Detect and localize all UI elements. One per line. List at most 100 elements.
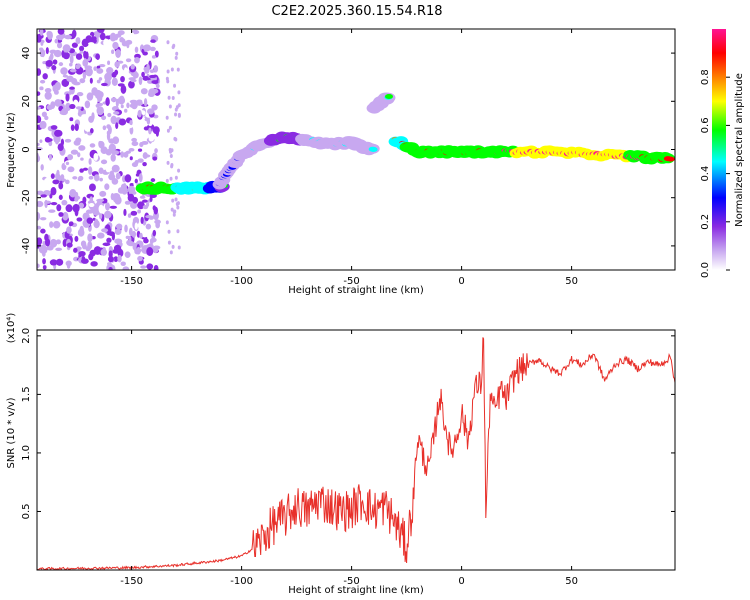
spectrogram-noise-cell — [115, 172, 121, 180]
spectrogram-noise-cell — [82, 59, 89, 67]
spectrogram-noise-cell — [149, 74, 157, 79]
spectrogram-noise-cell — [165, 220, 169, 225]
spectrogram-noise-cell — [120, 104, 124, 109]
spectrogram-noise-cell — [174, 112, 178, 117]
spectrogram-noise-cell — [99, 32, 106, 41]
spectrogram-noise-cell — [52, 59, 58, 65]
spectrogram-noise-cell — [89, 128, 94, 134]
spectrogram-noise-cell — [168, 147, 172, 152]
spectrogram-noise-cell — [125, 235, 130, 240]
spectrogram-xlabel: Height of straight line (km) — [288, 285, 424, 296]
spectrogram-noise-cell — [54, 38, 59, 44]
spectrogram-noise-cell — [124, 108, 128, 113]
spectrogram-noise-cell — [108, 266, 113, 270]
spectrogram-noise-cell — [62, 44, 71, 53]
spectrogram-noise-cell — [169, 250, 173, 255]
spectrogram-noise-cell — [44, 88, 52, 93]
spectrogram-noise-cell — [106, 132, 111, 141]
spectrogram-noise-cell — [130, 210, 138, 216]
spectrogram-noise-cell — [80, 258, 89, 264]
spectrogram-noise-cell — [166, 40, 170, 45]
spectrogram-noise-cell — [39, 120, 47, 130]
spectrogram-noise-cell — [48, 154, 52, 161]
spectrogram-noise-cell — [142, 199, 148, 203]
spectrogram-noise-cell — [40, 194, 47, 198]
spectrogram-noise-cell — [123, 208, 127, 217]
colorbar-label: Normalized spectral amplitude — [734, 73, 745, 227]
spectrogram-noise-cell — [141, 229, 148, 238]
spectrogram-noise-cell — [120, 151, 125, 158]
colorbar-tick-label: 0.4 — [700, 166, 711, 182]
spectrogram-noise-cell — [141, 48, 145, 54]
spectrogram-noise-cell — [170, 207, 174, 212]
spectrogram-noise-cell — [115, 49, 121, 58]
spectrogram-noise-cell — [166, 160, 170, 165]
spectrogram-noise-cell — [95, 53, 100, 61]
spectrogram-noise-cell — [84, 100, 91, 109]
spectrogram-noise-cell — [69, 103, 76, 110]
spectrogram-noise-cell — [57, 29, 65, 35]
spectrogram-noise-cell — [38, 47, 44, 51]
spectrogram-noise-cell — [75, 106, 82, 110]
spectrogram-noise-cell — [137, 209, 141, 214]
spectrogram-noise-cell — [54, 129, 62, 137]
spectrogram-noise-cell — [132, 71, 139, 79]
spectrogram-noise-cell — [101, 228, 109, 233]
spectrogram-noise-cell — [101, 115, 107, 121]
spectrogram-noise-cell — [146, 247, 154, 256]
spectrogram-noise-cell — [145, 214, 153, 219]
colorbar-ticks: 0.0 0.2 0.4 0.6 0.8 — [700, 69, 730, 278]
spectrogram-noise-cell — [43, 190, 51, 196]
spectrogram-noise-cell — [152, 245, 159, 254]
spectrogram-noise-cell — [137, 109, 142, 118]
spectrogram-noise-cell — [93, 246, 102, 255]
spectrogram-noise-cell — [48, 209, 56, 213]
spectrogram-noise-cell — [106, 237, 112, 243]
spectrogram-noise-cell — [106, 66, 114, 75]
spectrogram-noise-cell — [167, 121, 171, 126]
colorbar-tick-label: 0.0 — [700, 262, 711, 278]
spectrogram-noise-cell — [126, 102, 130, 109]
spectrogram-noise-cell — [150, 39, 156, 43]
spectrogram-noise-cell — [166, 69, 170, 74]
spectrogram-y-ticks: -40 -20 0 20 40 — [21, 47, 675, 254]
spectrogram-noise-cell — [37, 115, 42, 124]
spectrogram-noise-cell — [173, 83, 177, 88]
spectrogram-noise-cell — [86, 92, 94, 101]
spectrogram-noise-cell — [79, 225, 84, 235]
spectrogram-noise-cell — [168, 125, 172, 130]
spectrogram-noise-cell — [58, 212, 64, 217]
spectrogram-noise-cell — [120, 261, 126, 267]
spectrogram-noise-cell — [176, 205, 180, 210]
spectrogram-noise-cell — [105, 97, 110, 107]
spectrogram-noise-cell — [167, 95, 171, 100]
spectrogram-noise-cell — [55, 247, 63, 251]
spectrogram-noise-cell — [174, 197, 178, 202]
spectrogram-noise-cell — [171, 96, 175, 101]
spectrogram-noise-cell — [127, 213, 132, 218]
spectrogram-noise-cell — [113, 111, 120, 115]
spectrogram-noise-cell — [61, 178, 67, 182]
snr-x-tick-label: 0 — [458, 576, 464, 587]
spectrogram-noise-cell — [96, 65, 101, 69]
spectrogram-noise-cell — [89, 77, 93, 84]
spectrogram-noise-cell — [44, 238, 51, 247]
spectrogram-noise-cell — [87, 241, 93, 250]
spectrogram-noise-cell — [76, 91, 84, 97]
colorbar-tick-label: 0.6 — [700, 117, 711, 133]
spectrogram-noise-cell — [69, 221, 74, 226]
snr-xlabel: Height of straight line (km) — [288, 585, 424, 596]
spectrogram-noise-cell — [151, 55, 157, 59]
spectrogram-noise-cell — [96, 102, 104, 107]
spectrogram-noise-cell — [65, 204, 73, 213]
spectrogram-noise-cell — [65, 260, 72, 267]
spectrogram-noise-cell — [143, 238, 149, 244]
spectrogram-noise-cell — [80, 157, 84, 161]
spectrogram-noise-cell — [93, 152, 99, 161]
spectrogram-noise-cell — [154, 50, 159, 58]
spectrogram-noise-cell — [69, 68, 77, 73]
spectrogram-noise-cell — [96, 79, 101, 84]
spectrogram-noise-cell — [149, 238, 154, 245]
spectrogram-noise-cell — [52, 179, 60, 185]
